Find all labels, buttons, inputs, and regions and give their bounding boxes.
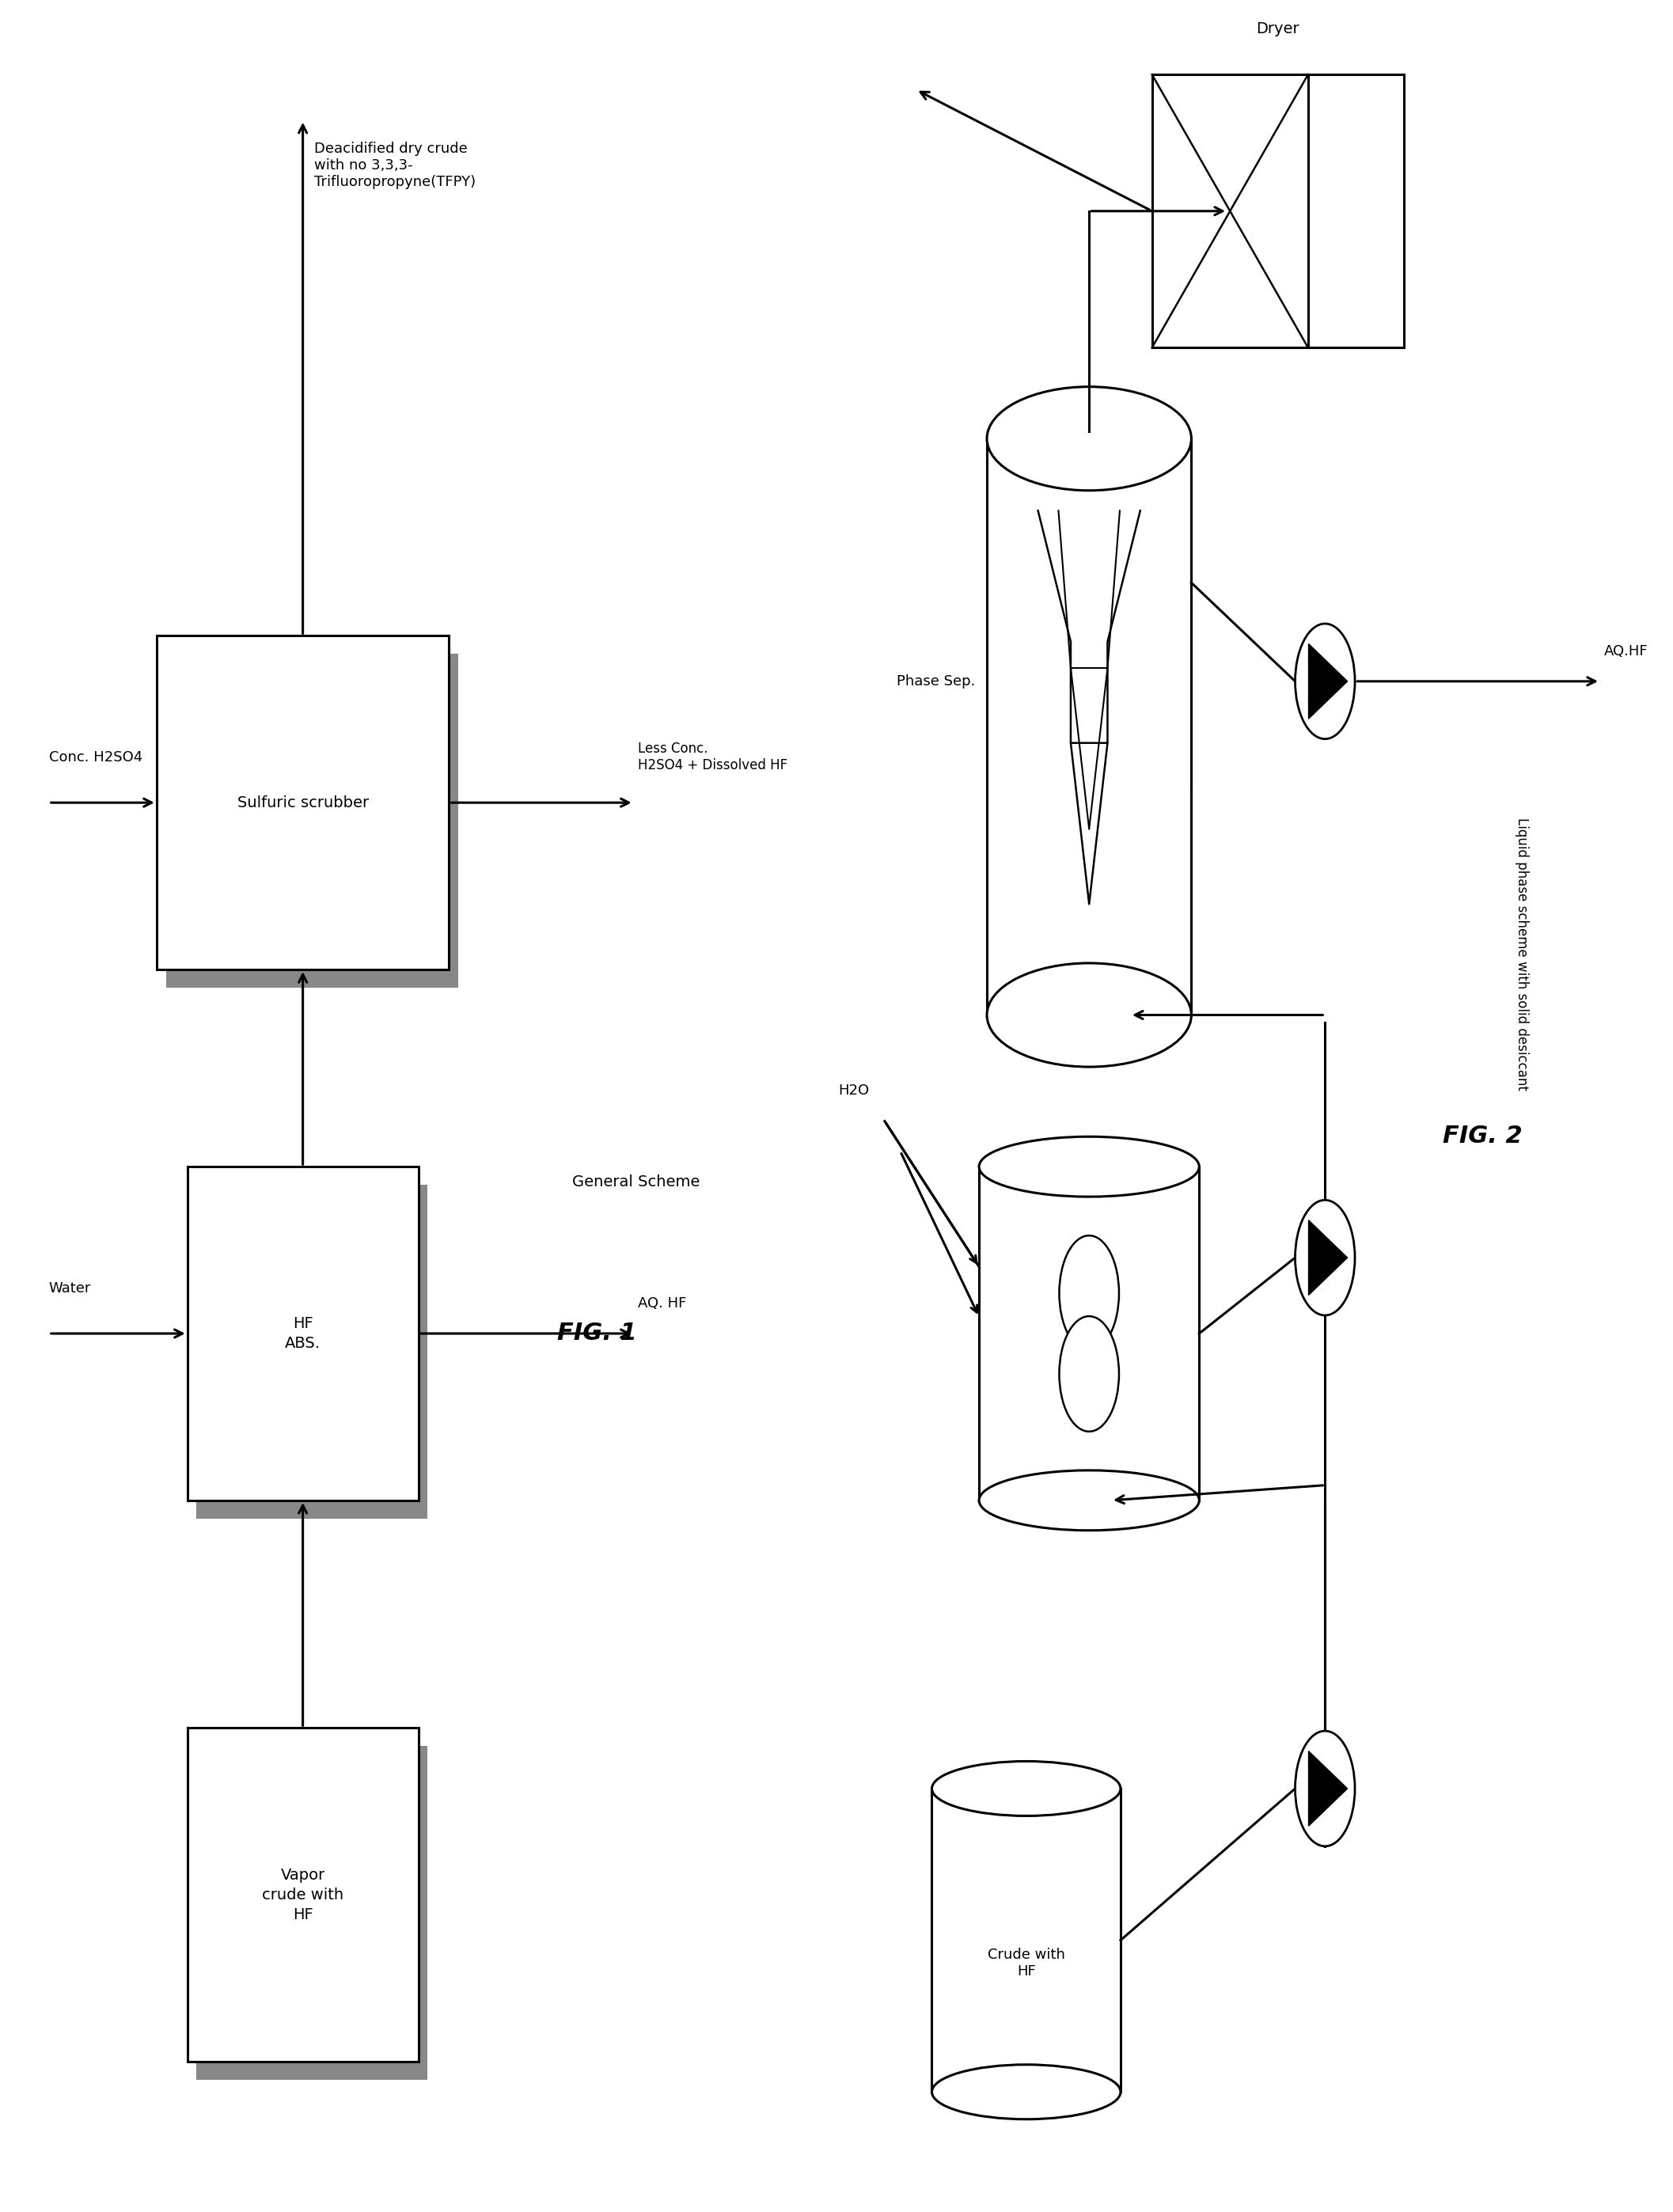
Text: Conc. H2SO4: Conc. H2SO4 [49,750,142,765]
Text: Dryer: Dryer [1256,22,1300,38]
Bar [187,1166,418,1500]
Circle shape [1295,1201,1355,1316]
Bar [197,1745,428,2079]
Text: Vapor
crude with
HF: Vapor crude with HF [263,1867,343,1922]
Polygon shape [1308,1221,1347,1296]
Bar [1153,75,1404,347]
Circle shape [1295,1732,1355,1847]
Text: Phase Sep.: Phase Sep. [897,675,975,688]
Text: Sulfuric scrubber: Sulfuric scrubber [238,794,368,810]
Bar [979,1166,1200,1500]
Bar [987,438,1191,1015]
Text: Liquid phase scheme with solid desiccant: Liquid phase scheme with solid desiccant [1514,818,1529,1091]
Text: AQ. HF: AQ. HF [637,1296,686,1312]
Bar [932,1790,1121,2093]
Polygon shape [1308,1752,1347,1827]
Circle shape [1059,1316,1119,1431]
Bar [187,1728,418,2062]
Text: Less Conc.
H2SO4 + Dissolved HF: Less Conc. H2SO4 + Dissolved HF [637,741,788,772]
Text: AQ.HF: AQ.HF [1604,644,1648,659]
Polygon shape [1308,644,1347,719]
Text: FIG. 1: FIG. 1 [557,1323,636,1345]
Ellipse shape [979,1137,1200,1197]
Text: General Scheme: General Scheme [572,1175,699,1190]
Ellipse shape [932,2064,1121,2119]
Ellipse shape [987,387,1191,491]
Bar [166,655,458,989]
Text: Deacidified dry crude
with no 3,3,3-
Trifluoropropyne(TFPY): Deacidified dry crude with no 3,3,3- Tri… [315,142,475,190]
Text: Crude with
HF: Crude with HF [987,1947,1066,1978]
Text: H2O: H2O [838,1084,868,1097]
Bar [197,1186,428,1520]
Ellipse shape [932,1761,1121,1816]
Text: Water: Water [49,1281,90,1296]
Circle shape [1295,624,1355,739]
Ellipse shape [979,1471,1200,1531]
Bar [157,635,448,969]
Text: HF
ABS.: HF ABS. [284,1316,321,1352]
Circle shape [1059,1237,1119,1352]
Text: FIG. 2: FIG. 2 [1442,1126,1522,1148]
Ellipse shape [987,962,1191,1066]
